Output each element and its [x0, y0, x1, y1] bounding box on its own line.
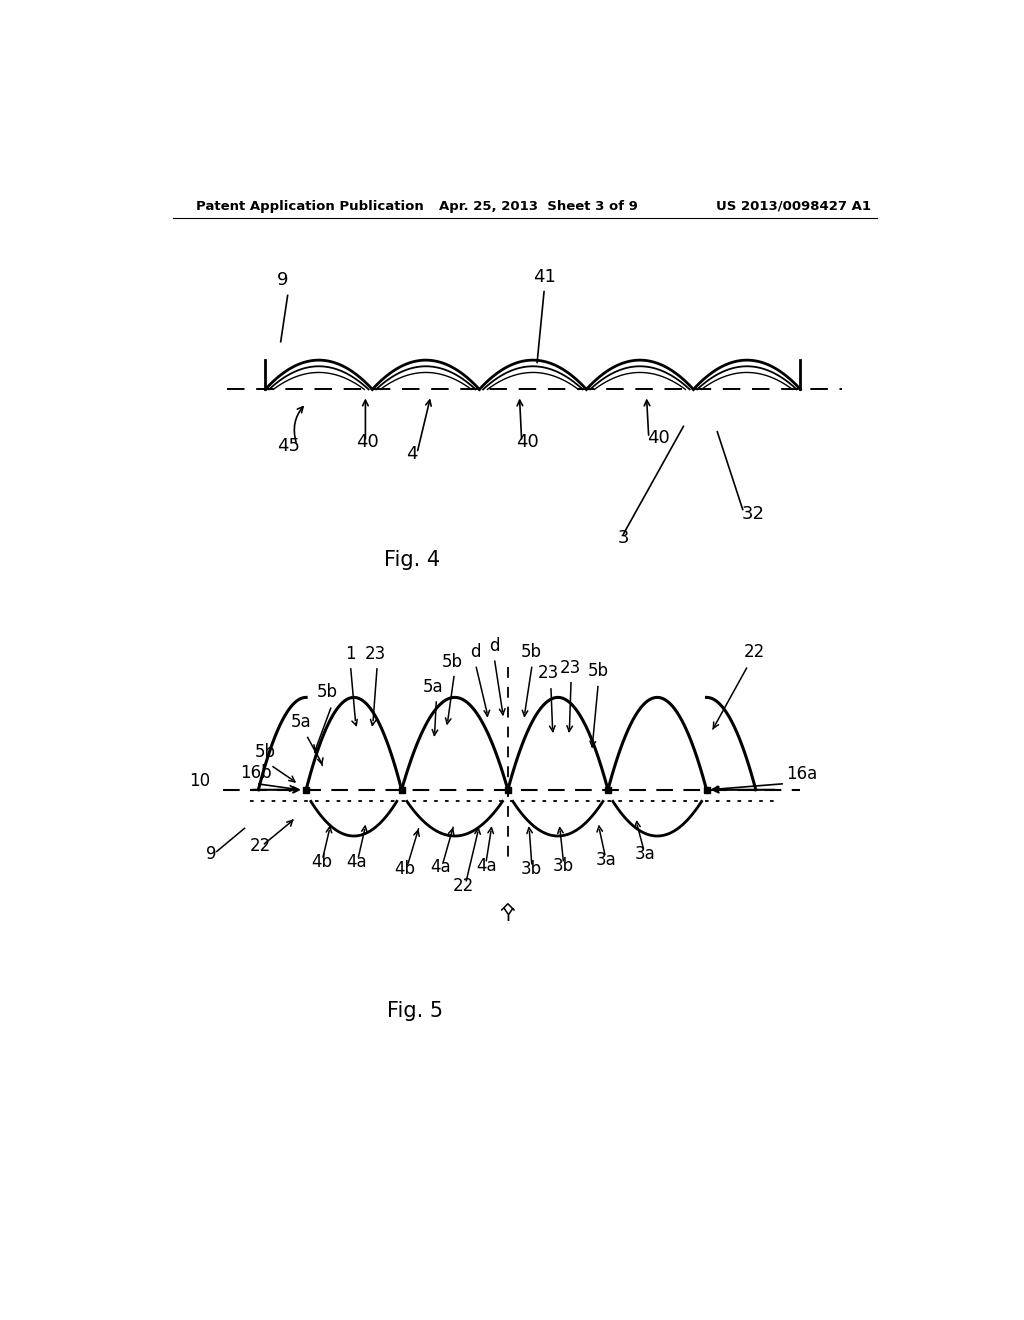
Text: 9: 9 [206, 845, 217, 863]
Text: d: d [470, 643, 481, 661]
Text: 3b: 3b [521, 861, 543, 879]
Text: Fig. 4: Fig. 4 [384, 550, 439, 570]
Text: 4b: 4b [394, 861, 415, 879]
Text: 22: 22 [743, 643, 765, 661]
Text: 23: 23 [559, 659, 581, 677]
Text: 40: 40 [516, 433, 539, 451]
Text: 16b: 16b [240, 764, 271, 783]
Text: 3b: 3b [553, 857, 573, 875]
Text: 4a: 4a [346, 853, 367, 871]
Text: 9: 9 [278, 272, 289, 289]
Text: 4b: 4b [311, 853, 332, 871]
Text: 4: 4 [406, 445, 418, 463]
Text: 5a: 5a [291, 713, 312, 731]
Text: 4a: 4a [430, 858, 451, 876]
Text: 10: 10 [189, 772, 210, 789]
Text: 5b: 5b [255, 743, 275, 762]
Text: Y: Y [503, 907, 513, 925]
Text: 22: 22 [453, 878, 474, 895]
Text: d: d [488, 638, 500, 655]
Text: 22: 22 [249, 837, 270, 855]
Text: 3a: 3a [596, 851, 616, 870]
Text: 5b: 5b [520, 643, 542, 661]
Text: Apr. 25, 2013  Sheet 3 of 9: Apr. 25, 2013 Sheet 3 of 9 [438, 199, 637, 213]
Text: 5b: 5b [316, 684, 338, 701]
Text: 45: 45 [276, 437, 300, 455]
Text: 5a: 5a [423, 678, 443, 696]
Text: 23: 23 [538, 664, 559, 682]
Text: US 2013/0098427 A1: US 2013/0098427 A1 [716, 199, 870, 213]
Text: 1: 1 [345, 645, 355, 663]
Text: Fig. 5: Fig. 5 [387, 1001, 443, 1020]
Text: 5b: 5b [588, 661, 608, 680]
Text: 40: 40 [355, 433, 378, 451]
Text: 3: 3 [617, 529, 629, 548]
Text: 4a: 4a [476, 857, 497, 875]
Text: 40: 40 [646, 429, 670, 447]
Text: 41: 41 [532, 268, 555, 285]
Text: 32: 32 [741, 504, 764, 523]
Text: 3a: 3a [635, 845, 655, 863]
Text: 16a: 16a [786, 766, 818, 783]
Text: 5b: 5b [442, 652, 463, 671]
Text: Patent Application Publication: Patent Application Publication [196, 199, 424, 213]
Text: 23: 23 [365, 645, 386, 663]
